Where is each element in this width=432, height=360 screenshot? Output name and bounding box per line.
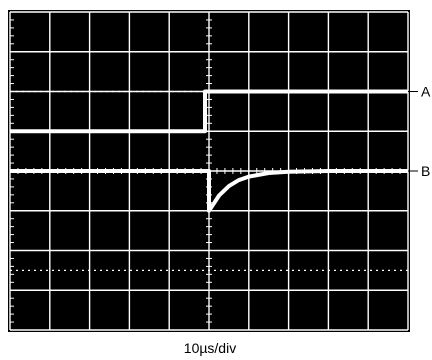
time-per-division-label: 10µs/div: [184, 340, 236, 356]
traces: [10, 89, 408, 213]
trace-label-a: A: [421, 84, 431, 100]
trace-b: [10, 169, 408, 213]
trace-a: [10, 89, 408, 134]
trace-labels: AB: [408, 84, 431, 179]
trace-label-b: B: [421, 163, 430, 179]
